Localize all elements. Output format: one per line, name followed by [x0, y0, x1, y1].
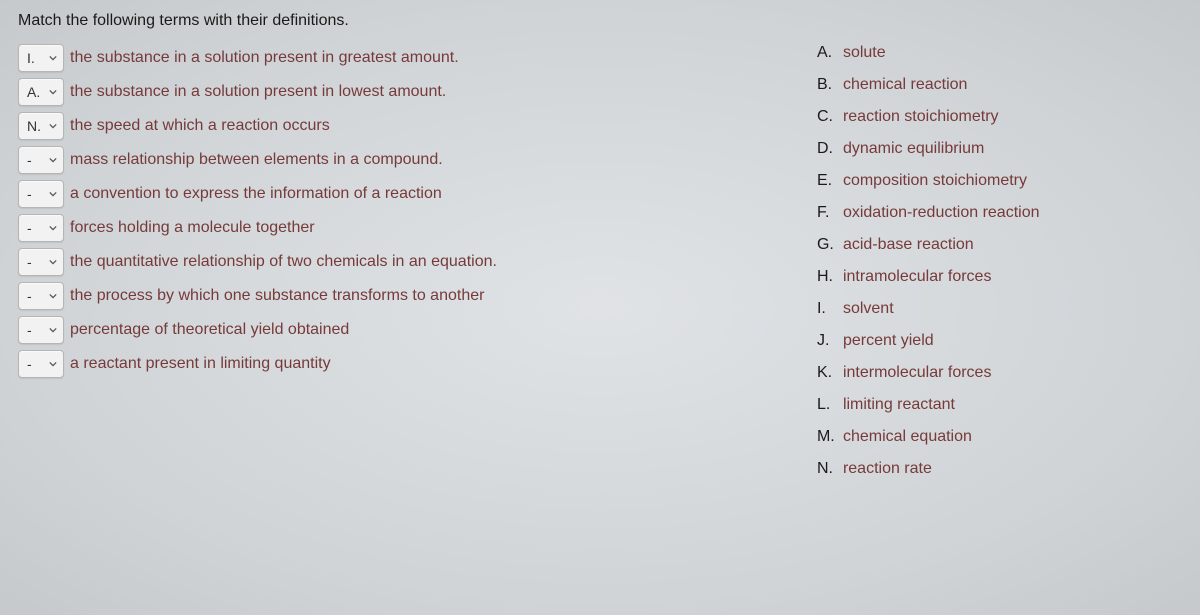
- answer-letter: K.: [817, 364, 839, 382]
- answer-dropdown[interactable]: -: [18, 316, 64, 344]
- answer-dropdown[interactable]: -: [18, 214, 64, 242]
- answer-term: intramolecular forces: [843, 268, 992, 286]
- definition-row: - a convention to express the informatio…: [18, 180, 497, 208]
- dropdown-value: -: [27, 356, 41, 372]
- answer-letter: E.: [817, 172, 839, 190]
- chevron-down-icon: [49, 224, 57, 232]
- answer-letter: J.: [817, 332, 839, 350]
- chevron-down-icon: [49, 122, 57, 130]
- answer-option: H. intramolecular forces: [817, 268, 1040, 286]
- answer-dropdown[interactable]: -: [18, 248, 64, 276]
- definition-text: the speed at which a reaction occurs: [70, 117, 330, 135]
- dropdown-value: N.: [27, 118, 41, 134]
- answer-dropdown[interactable]: I.: [18, 44, 64, 72]
- answer-option: G. acid-base reaction: [817, 236, 1040, 254]
- definition-text: percentage of theoretical yield obtained: [70, 321, 349, 339]
- definition-text: the substance in a solution present in l…: [70, 83, 446, 101]
- dropdown-value: A.: [27, 84, 41, 100]
- dropdown-value: -: [27, 288, 41, 304]
- answer-term: solute: [843, 44, 886, 62]
- answer-letter: N.: [817, 460, 839, 478]
- answer-letter: I.: [817, 300, 839, 318]
- definition-text: the substance in a solution present in g…: [70, 49, 459, 67]
- answer-term: reaction stoichiometry: [843, 108, 999, 126]
- answer-term: limiting reactant: [843, 396, 955, 414]
- answer-option: F. oxidation-reduction reaction: [817, 204, 1040, 222]
- chevron-down-icon: [49, 360, 57, 368]
- chevron-down-icon: [49, 326, 57, 334]
- matching-question: Match the following terms with their def…: [0, 0, 1200, 504]
- dropdown-value: -: [27, 186, 41, 202]
- definition-text: the process by which one substance trans…: [70, 287, 484, 305]
- dropdown-value: -: [27, 322, 41, 338]
- answer-letter: A.: [817, 44, 839, 62]
- answer-option: A. solute: [817, 44, 1040, 62]
- columns-wrapper: I. the substance in a solution present i…: [18, 44, 1182, 492]
- answer-term: dynamic equilibrium: [843, 140, 984, 158]
- dropdown-value: I.: [27, 50, 41, 66]
- answer-dropdown[interactable]: A.: [18, 78, 64, 106]
- answer-term: oxidation-reduction reaction: [843, 204, 1040, 222]
- answer-letter: L.: [817, 396, 839, 414]
- definition-row: - the process by which one substance tra…: [18, 282, 497, 310]
- answer-option: D. dynamic equilibrium: [817, 140, 1040, 158]
- definition-row: - percentage of theoretical yield obtain…: [18, 316, 497, 344]
- definition-text: a convention to express the information …: [70, 185, 442, 203]
- chevron-down-icon: [49, 156, 57, 164]
- answer-term: percent yield: [843, 332, 934, 350]
- answer-dropdown[interactable]: -: [18, 350, 64, 378]
- answer-dropdown[interactable]: -: [18, 282, 64, 310]
- answer-term: reaction rate: [843, 460, 932, 478]
- definition-row: I. the substance in a solution present i…: [18, 44, 497, 72]
- definitions-column: I. the substance in a solution present i…: [18, 44, 497, 492]
- answer-letter: F.: [817, 204, 839, 222]
- definition-text: the quantitative relationship of two che…: [70, 253, 497, 271]
- chevron-down-icon: [49, 88, 57, 96]
- instruction-text: Match the following terms with their def…: [18, 12, 1182, 30]
- answer-term: composition stoichiometry: [843, 172, 1027, 190]
- answer-dropdown[interactable]: N.: [18, 112, 64, 140]
- definition-row: - a reactant present in limiting quantit…: [18, 350, 497, 378]
- answer-option: J. percent yield: [817, 332, 1040, 350]
- chevron-down-icon: [49, 258, 57, 266]
- answer-option: I. solvent: [817, 300, 1040, 318]
- answer-term: chemical equation: [843, 428, 972, 446]
- definition-text: forces holding a molecule together: [70, 219, 315, 237]
- definition-row: A. the substance in a solution present i…: [18, 78, 497, 106]
- answer-term: solvent: [843, 300, 894, 318]
- answer-term: chemical reaction: [843, 76, 968, 94]
- definition-row: - the quantitative relationship of two c…: [18, 248, 497, 276]
- answer-dropdown[interactable]: -: [18, 146, 64, 174]
- answer-option: E. composition stoichiometry: [817, 172, 1040, 190]
- answer-letter: M.: [817, 428, 839, 446]
- answer-letter: G.: [817, 236, 839, 254]
- definition-row: N. the speed at which a reaction occurs: [18, 112, 497, 140]
- answer-letter: H.: [817, 268, 839, 286]
- definition-row: - forces holding a molecule together: [18, 214, 497, 242]
- answer-term: intermolecular forces: [843, 364, 992, 382]
- definition-text: mass relationship between elements in a …: [70, 151, 443, 169]
- dropdown-value: -: [27, 254, 41, 270]
- dropdown-value: -: [27, 152, 41, 168]
- answer-option: C. reaction stoichiometry: [817, 108, 1040, 126]
- chevron-down-icon: [49, 54, 57, 62]
- answer-letter: B.: [817, 76, 839, 94]
- answer-option: B. chemical reaction: [817, 76, 1040, 94]
- chevron-down-icon: [49, 292, 57, 300]
- answers-column: A. solute B. chemical reaction C. reacti…: [817, 44, 1040, 492]
- answer-option: L. limiting reactant: [817, 396, 1040, 414]
- answer-option: N. reaction rate: [817, 460, 1040, 478]
- answer-letter: C.: [817, 108, 839, 126]
- answer-term: acid-base reaction: [843, 236, 974, 254]
- answer-letter: D.: [817, 140, 839, 158]
- chevron-down-icon: [49, 190, 57, 198]
- dropdown-value: -: [27, 220, 41, 236]
- definition-row: - mass relationship between elements in …: [18, 146, 497, 174]
- answer-option: K. intermolecular forces: [817, 364, 1040, 382]
- answer-dropdown[interactable]: -: [18, 180, 64, 208]
- definition-text: a reactant present in limiting quantity: [70, 355, 331, 373]
- answer-option: M. chemical equation: [817, 428, 1040, 446]
